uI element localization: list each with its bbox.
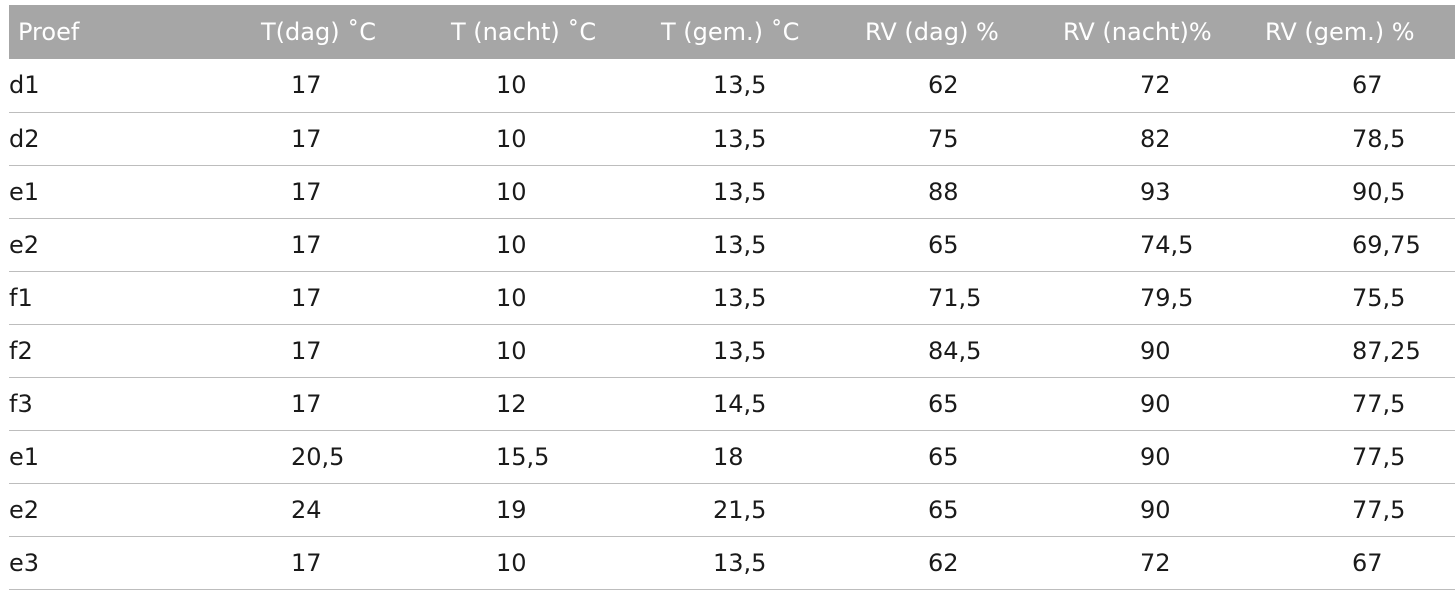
cell-t-dag: 17 [291,283,322,312]
cell-rv-dag: 62 [928,548,959,577]
cell-rv-nacht: 72 [1140,71,1171,100]
table-body: d1 17 10 13,5 62 72 67 d2 17 10 13,5 75 … [9,59,1455,589]
cell-rv-dag: 65 [928,230,959,259]
table-row: f1 17 10 13,5 71,5 79,5 75,5 [9,271,1455,324]
cell-rv-dag: 71,5 [928,283,982,312]
cell-t-dag: 24 [291,495,322,524]
cell-proef: d1 [9,71,40,100]
cell-rv-dag: 65 [928,389,959,418]
cell-t-nacht: 10 [496,124,527,153]
cell-t-gem: 21,5 [713,495,767,524]
cell-proef: d2 [9,124,40,153]
cell-rv-nacht: 72 [1140,548,1171,577]
cell-rv-nacht: 74,5 [1140,230,1194,259]
cell-proef: e1 [9,442,40,471]
column-header-rv-gem: RV (gem.) % [1265,18,1415,46]
cell-t-gem: 13,5 [713,230,767,259]
cell-t-nacht: 10 [496,336,527,365]
cell-rv-nacht: 93 [1140,177,1171,206]
cell-t-nacht: 10 [496,548,527,577]
cell-t-dag: 17 [291,230,322,259]
cell-t-gem: 13,5 [713,283,767,312]
table-row: e3 17 10 13,5 62 72 67 [9,536,1455,589]
cell-t-nacht: 15,5 [496,442,550,471]
column-header-rv-nacht: RV (nacht)% [1063,18,1212,46]
cell-t-gem: 13,5 [713,336,767,365]
cell-t-gem: 13,5 [713,71,767,100]
cell-t-gem: 14,5 [713,389,767,418]
cell-rv-gem: 67 [1352,71,1383,100]
cell-proef: e2 [9,495,40,524]
column-header-t-dag: T(dag) ˚C [261,18,376,46]
cell-rv-dag: 84,5 [928,336,982,365]
cell-rv-dag: 88 [928,177,959,206]
cell-t-dag: 20,5 [291,442,345,471]
cell-t-dag: 17 [291,177,322,206]
cell-t-nacht: 10 [496,177,527,206]
cell-rv-gem: 87,25 [1352,336,1421,365]
column-header-t-gem: T (gem.) ˚C [661,18,800,46]
cell-rv-gem: 75,5 [1352,283,1406,312]
table-row: e1 17 10 13,5 88 93 90,5 [9,165,1455,218]
cell-t-dag: 17 [291,389,322,418]
cell-proef: e3 [9,548,40,577]
table-row: e2 17 10 13,5 65 74,5 69,75 [9,218,1455,271]
cell-rv-gem: 77,5 [1352,442,1406,471]
header-row: Proef T(dag) ˚C T (nacht) ˚C T (gem.) ˚C… [9,5,1455,59]
table-row: f2 17 10 13,5 84,5 90 87,25 [9,324,1455,377]
table-row: e1 20,5 15,5 18 65 90 77,5 [9,430,1455,483]
column-header-rv-dag: RV (dag) % [865,18,999,46]
cell-rv-gem: 69,75 [1352,230,1421,259]
cell-proef: f2 [9,336,33,365]
cell-proef: e2 [9,230,40,259]
cell-rv-gem: 77,5 [1352,389,1406,418]
cell-t-dag: 17 [291,336,322,365]
cell-rv-nacht: 90 [1140,389,1171,418]
cell-t-dag: 17 [291,548,322,577]
cell-rv-nacht: 82 [1140,124,1171,153]
cell-t-nacht: 12 [496,389,527,418]
cell-t-dag: 17 [291,71,322,100]
table-row: e2 24 19 21,5 65 90 77,5 [9,483,1455,536]
cell-rv-nacht: 79,5 [1140,283,1194,312]
cell-proef: f3 [9,389,33,418]
table-header: Proef T(dag) ˚C T (nacht) ˚C T (gem.) ˚C… [9,5,1455,59]
column-header-proef: Proef [18,18,80,46]
cell-t-gem: 13,5 [713,548,767,577]
cell-rv-nacht: 90 [1140,336,1171,365]
cell-rv-dag: 62 [928,71,959,100]
data-table-container: Proef T(dag) ˚C T (nacht) ˚C T (gem.) ˚C… [9,5,1455,590]
cell-t-gem: 13,5 [713,124,767,153]
table-row: d2 17 10 13,5 75 82 78,5 [9,112,1455,165]
cell-t-nacht: 19 [496,495,527,524]
cell-t-gem: 13,5 [713,177,767,206]
cell-t-nacht: 10 [496,71,527,100]
cell-t-gem: 18 [713,442,744,471]
cell-rv-dag: 75 [928,124,959,153]
table-row: f3 17 12 14,5 65 90 77,5 [9,377,1455,430]
cell-rv-nacht: 90 [1140,442,1171,471]
cell-rv-gem: 77,5 [1352,495,1406,524]
cell-proef: e1 [9,177,40,206]
table-row: d1 17 10 13,5 62 72 67 [9,59,1455,112]
measurements-table: Proef T(dag) ˚C T (nacht) ˚C T (gem.) ˚C… [9,5,1455,590]
cell-rv-gem: 90,5 [1352,177,1406,206]
cell-proef: f1 [9,283,33,312]
cell-rv-dag: 65 [928,442,959,471]
column-header-t-nacht: T (nacht) ˚C [451,18,597,46]
cell-rv-nacht: 90 [1140,495,1171,524]
cell-t-nacht: 10 [496,230,527,259]
cell-t-dag: 17 [291,124,322,153]
cell-t-nacht: 10 [496,283,527,312]
cell-rv-gem: 78,5 [1352,124,1406,153]
cell-rv-dag: 65 [928,495,959,524]
cell-rv-gem: 67 [1352,548,1383,577]
